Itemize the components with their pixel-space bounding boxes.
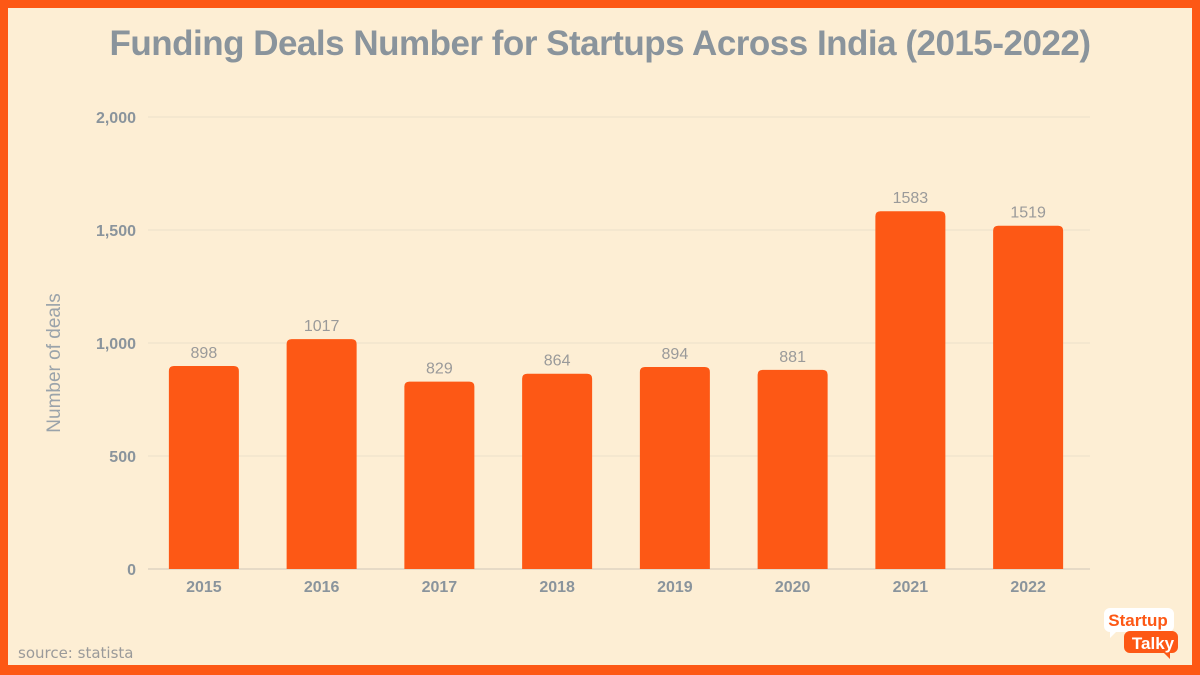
x-tick-label: 2018: [539, 579, 575, 596]
bar-2021: [875, 211, 946, 569]
startuptalky-logo: Startup Talky: [1104, 608, 1178, 659]
x-axis-ticks: 2015 2016 2017 2018 2019 2020 2021 2022: [186, 579, 1046, 596]
x-tick-label: 2017: [422, 579, 458, 596]
bar-2016: [286, 339, 357, 569]
data-labels: 898 1017 829 864 894 881 1583 1519: [191, 190, 1047, 377]
data-label: 898: [191, 345, 218, 362]
y-axis-label: Number of deals: [44, 293, 65, 432]
bar-2022: [993, 225, 1064, 569]
x-tick-label: 2015: [186, 579, 222, 596]
x-tick-label: 2019: [657, 579, 693, 596]
y-tick-label: 1,000: [96, 336, 136, 353]
x-tick-label: 2020: [775, 579, 811, 596]
bar-2017: [404, 381, 475, 569]
x-tick-label: 2021: [893, 579, 929, 596]
data-label: 894: [662, 346, 689, 363]
bar-2019: [639, 366, 710, 569]
bar-2015: [168, 366, 239, 569]
bar-2018: [522, 373, 593, 569]
data-label: 1583: [893, 190, 929, 207]
x-tick-label: 2016: [304, 579, 340, 596]
data-label: 1017: [304, 318, 340, 335]
y-tick-label: 0: [127, 562, 136, 579]
data-label: 864: [544, 353, 571, 370]
logo-text-startup: Startup: [1108, 611, 1168, 630]
bar-2020: [757, 369, 828, 569]
y-tick-label: 500: [109, 449, 136, 466]
data-label: 1519: [1010, 205, 1046, 222]
logo-text-talky: Talky: [1132, 634, 1175, 653]
y-tick-label: 2,000: [96, 110, 136, 127]
logo-bubble-bottom: [1124, 631, 1178, 659]
y-axis-ticks: 0 500 1,000 1,500 2,000: [96, 110, 136, 579]
bars: [168, 211, 1064, 569]
source-note: source: statista: [18, 644, 134, 662]
data-label: 829: [426, 361, 453, 378]
y-tick-label: 1,500: [96, 223, 136, 240]
data-label: 881: [779, 349, 806, 366]
chart-title: Funding Deals Number for Startups Across…: [109, 24, 1091, 63]
logo-bubble-top: [1104, 608, 1174, 638]
x-tick-label: 2022: [1010, 579, 1046, 596]
